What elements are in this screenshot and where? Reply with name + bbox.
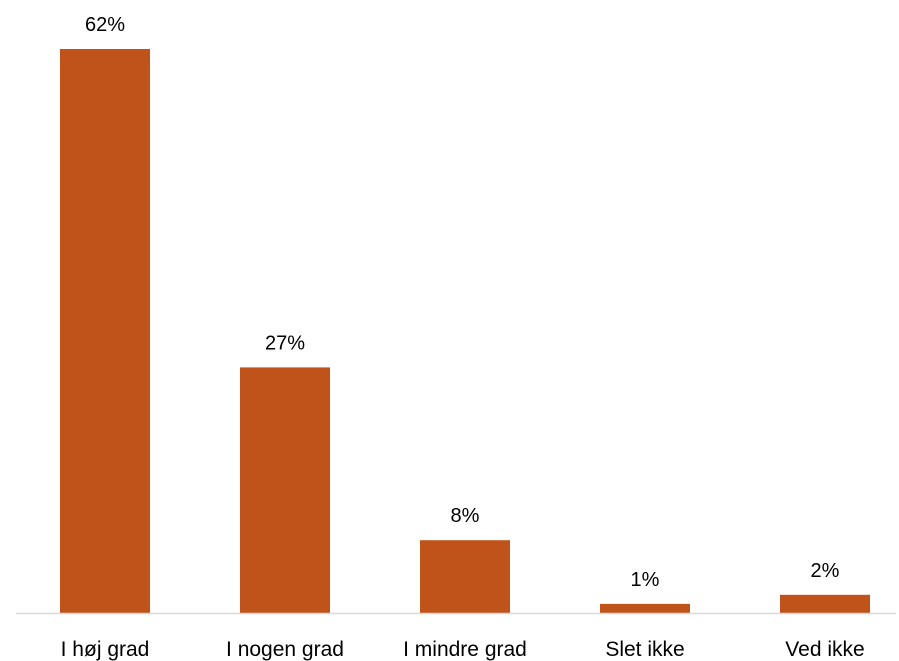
bar-4	[780, 594, 870, 613]
bar-2	[420, 540, 510, 613]
category-labels-layer: I høj grad I nogen grad I mindre grad Slet …	[61, 638, 865, 661]
value-labels-layer: 62% 27% 8% 1% 2%	[85, 14, 840, 591]
value-label-2: 8%	[451, 505, 480, 527]
category-label-1: I nogen grad	[226, 638, 344, 661]
value-label-0: 62%	[85, 14, 125, 36]
bar-0	[60, 49, 150, 613]
category-label-0: I høj grad	[61, 638, 150, 661]
bars-layer	[60, 49, 870, 613]
category-label-2: I mindre grad	[403, 638, 527, 661]
value-label-3: 1%	[631, 569, 660, 591]
value-label-4: 2%	[811, 560, 840, 582]
value-label-1: 27%	[265, 332, 305, 354]
category-label-4: Ved ikke	[785, 638, 864, 661]
bar-3	[600, 603, 690, 613]
bar-1	[240, 367, 330, 613]
category-label-3: Slet ikke	[605, 638, 684, 661]
